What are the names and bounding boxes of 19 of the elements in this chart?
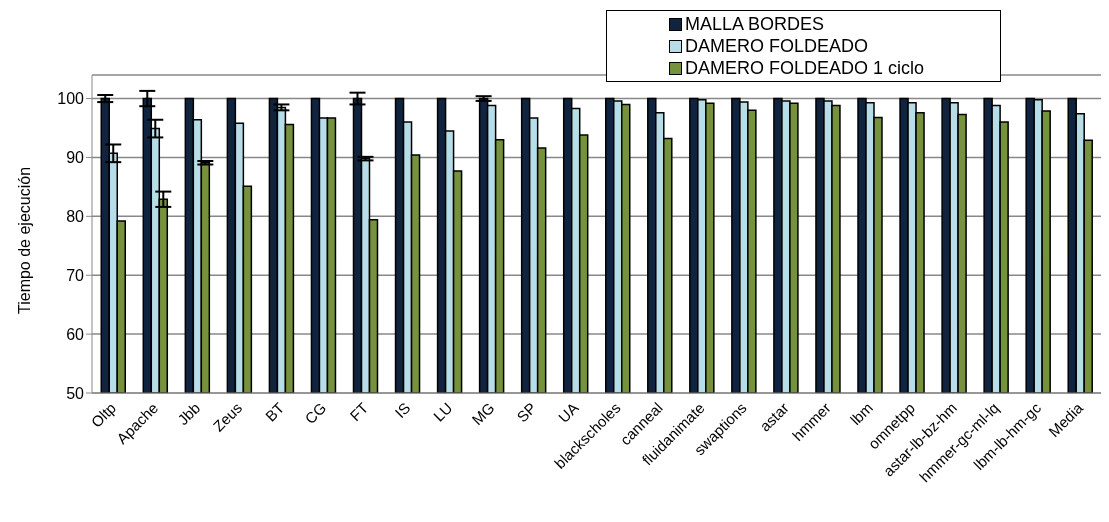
x-tick-label: CG	[301, 399, 330, 428]
y-tick-label: 90	[66, 149, 85, 167]
y-axis-title: Tiempo de ejecución	[15, 166, 33, 314]
x-tick-label: IS	[391, 399, 414, 422]
legend-label: DAMERO FOLDEADO 1 ciclo	[685, 57, 925, 79]
y-tick-label: 100	[57, 90, 85, 108]
y-tick-label: 70	[66, 266, 85, 284]
x-tick-label: FT	[346, 399, 372, 425]
y-tick-label: 60	[66, 325, 85, 343]
y-tick-label: 80	[66, 208, 85, 226]
x-tick-label: Oltp	[87, 399, 120, 431]
x-tick-label: Jbb	[174, 399, 204, 429]
legend-label: DAMERO FOLDEADO	[685, 35, 869, 57]
x-tick-label: BT	[261, 399, 288, 425]
x-tick-label: SP	[513, 399, 540, 426]
x-tick-label: LU	[429, 399, 456, 425]
legend-label: MALLA BORDES	[685, 13, 825, 35]
x-tick-label: MG	[468, 399, 498, 429]
y-tick-label: 50	[66, 384, 85, 402]
